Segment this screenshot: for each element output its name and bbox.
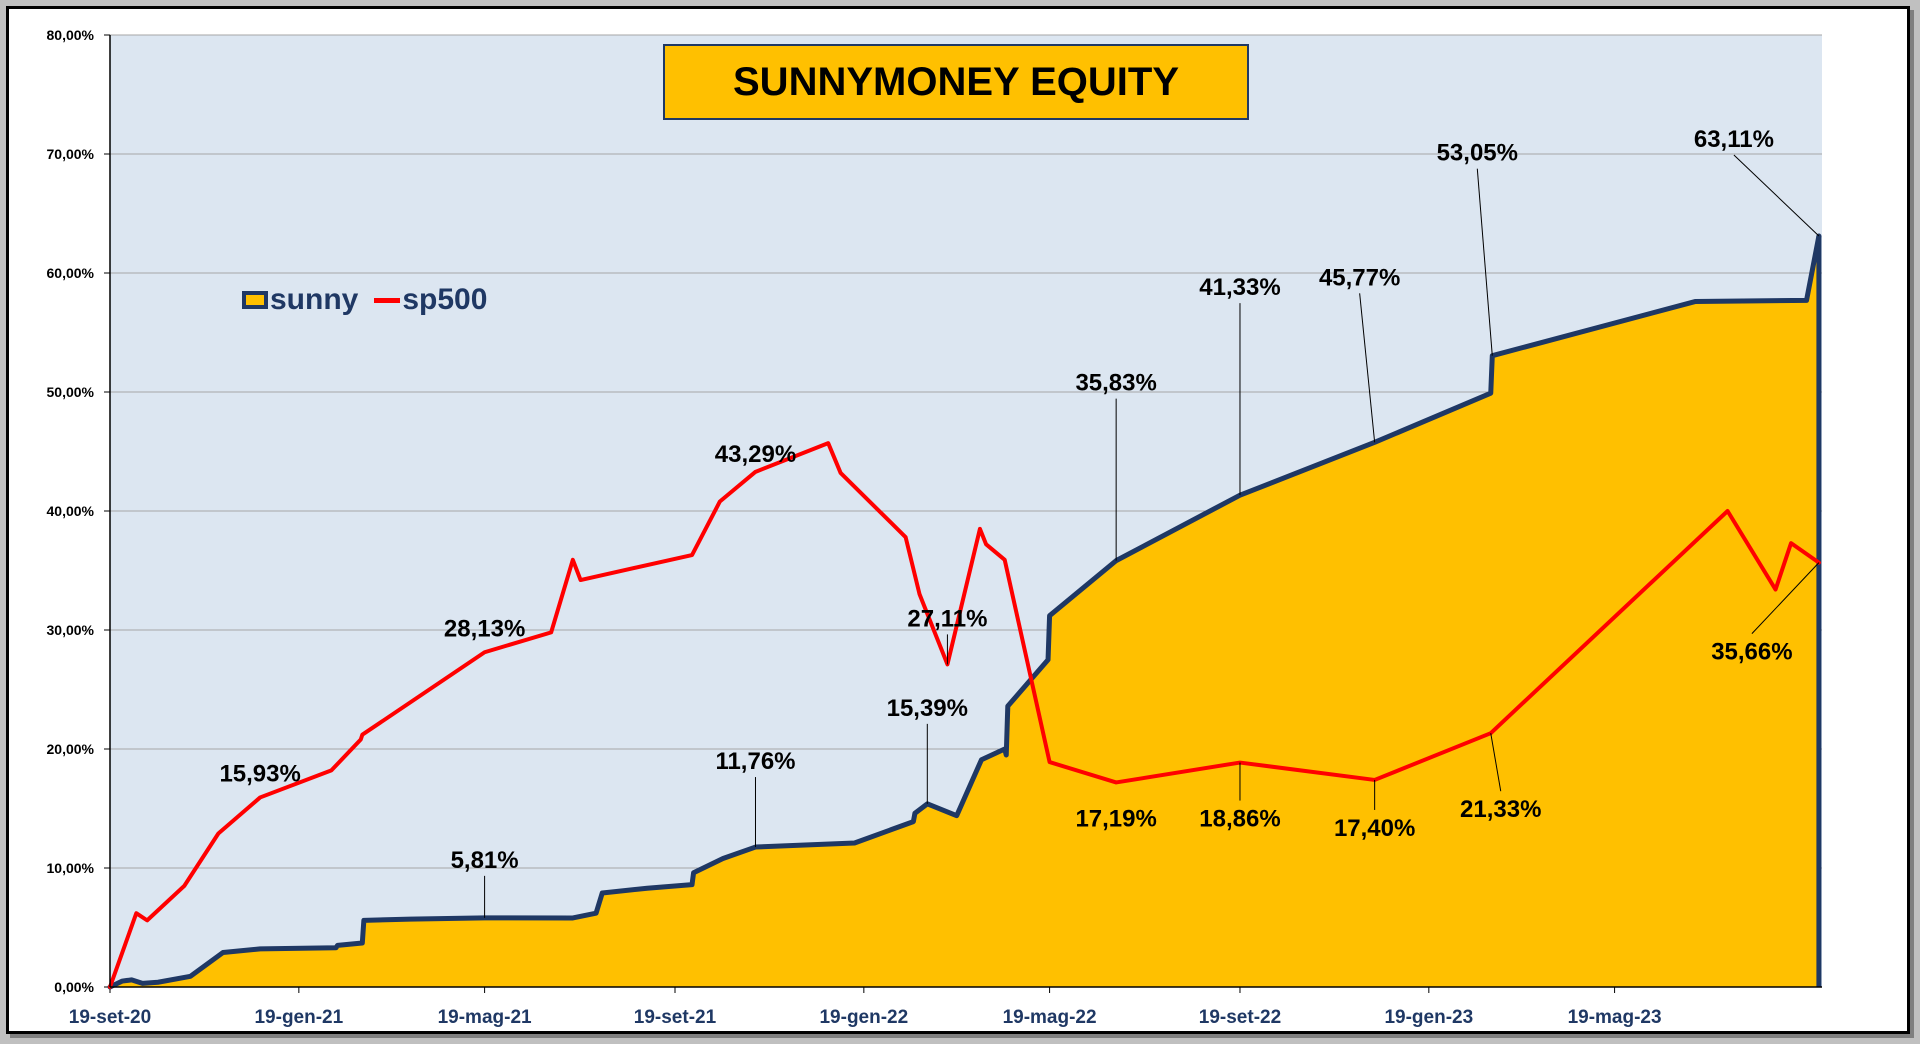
data-label: 35,66% bbox=[1711, 639, 1792, 666]
y-tick-label: 0,00% bbox=[54, 979, 94, 995]
legend-sunny-swatch bbox=[242, 291, 268, 309]
data-label: 43,29% bbox=[715, 441, 796, 468]
data-label-leader bbox=[1359, 293, 1376, 443]
legend-sp500-swatch bbox=[374, 297, 401, 303]
x-tick-label: 19-gen-21 bbox=[254, 1007, 343, 1028]
data-label: 45,77% bbox=[1319, 264, 1400, 291]
y-tick-label: 80,00% bbox=[47, 27, 95, 43]
data-label: 63,11% bbox=[1694, 126, 1774, 153]
x-tick-label: 19-set-20 bbox=[69, 1007, 151, 1028]
x-tick-label: 19-mag-21 bbox=[438, 1007, 532, 1028]
x-tick-label: 19-gen-23 bbox=[1384, 1007, 1473, 1028]
y-tick-label: 40,00% bbox=[47, 503, 95, 519]
data-label: 53,05% bbox=[1437, 140, 1518, 167]
data-label: 21,33% bbox=[1460, 796, 1541, 823]
legend-sunny-label: sunny bbox=[270, 283, 359, 316]
data-label: 15,39% bbox=[887, 695, 968, 722]
sunny-line bbox=[107, 233, 1822, 990]
data-label-leader bbox=[1490, 733, 1502, 792]
sp500-line bbox=[108, 441, 1821, 989]
data-label-leader bbox=[1751, 562, 1820, 634]
chart-title: SUNNYMONEY EQUITY bbox=[663, 44, 1249, 120]
x-tick-label: 19-set-22 bbox=[1199, 1007, 1281, 1028]
y-tick-label: 20,00% bbox=[47, 741, 95, 757]
y-tick-label: 50,00% bbox=[47, 384, 95, 400]
data-label: 5,81% bbox=[451, 847, 519, 874]
y-tick-label: 60,00% bbox=[47, 265, 95, 281]
data-label: 15,93% bbox=[219, 760, 300, 787]
data-label: 41,33% bbox=[1199, 274, 1280, 301]
data-label: 18,86% bbox=[1199, 806, 1280, 833]
data-label: 11,76% bbox=[715, 748, 795, 775]
sunny-area bbox=[110, 235, 1819, 988]
chart-legend: sunny sp500 bbox=[242, 280, 487, 320]
y-tick-label: 70,00% bbox=[47, 146, 95, 162]
x-tick-label: 19-gen-22 bbox=[819, 1007, 908, 1028]
x-tick-label: 19-set-21 bbox=[634, 1007, 717, 1028]
data-label-leader bbox=[1476, 168, 1493, 356]
y-tick-label: 10,00% bbox=[47, 860, 95, 876]
x-tick-label: 19-mag-23 bbox=[1568, 1007, 1662, 1028]
x-tick-label: 19-mag-22 bbox=[1003, 1007, 1097, 1028]
data-label-leader bbox=[1733, 154, 1820, 237]
y-tick-label: 30,00% bbox=[47, 622, 95, 638]
data-label: 27,11% bbox=[907, 605, 987, 632]
legend-sp500-label: sp500 bbox=[402, 283, 488, 316]
data-label: 17,19% bbox=[1075, 805, 1156, 832]
data-label: 17,40% bbox=[1334, 815, 1415, 842]
data-label: 35,83% bbox=[1075, 370, 1156, 397]
data-label: 28,13% bbox=[444, 615, 525, 642]
